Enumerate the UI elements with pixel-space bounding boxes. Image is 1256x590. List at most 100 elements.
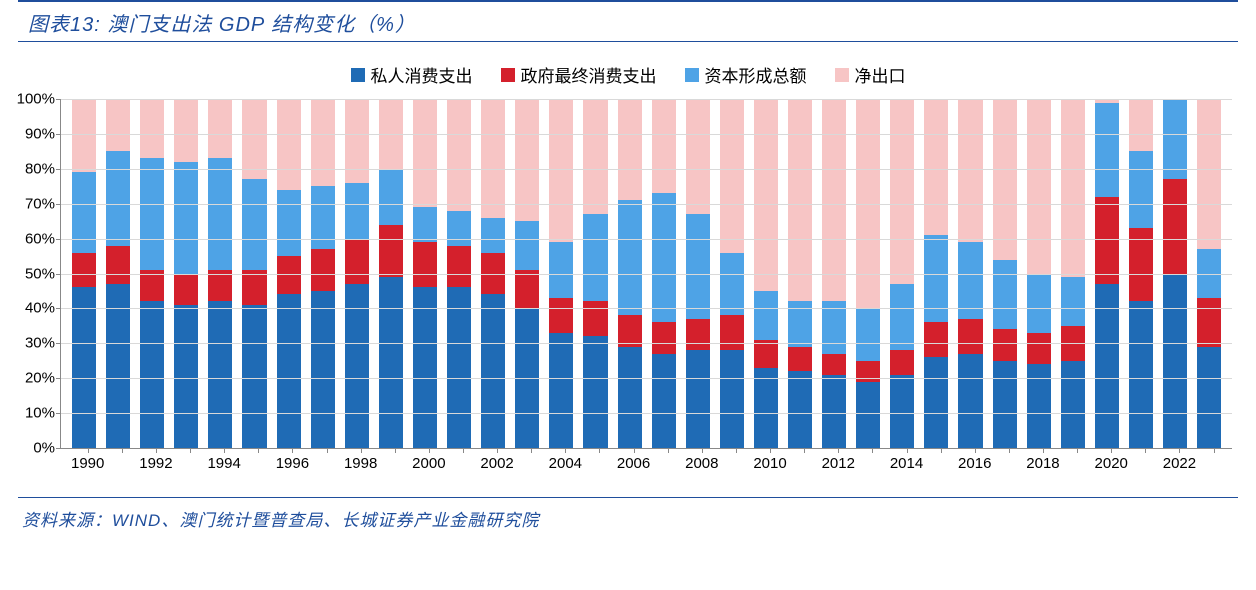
bar-segment-cap <box>208 158 232 270</box>
bar-segment-cap <box>958 242 982 319</box>
y-axis-label: 10% <box>25 405 61 422</box>
x-tick <box>292 448 293 453</box>
x-axis-label: 2016 <box>958 449 991 479</box>
source-bar: 资料来源：WIND、澳门统计暨普查局、长城证券产业金融研究院 <box>18 497 1238 531</box>
bar-segment-gov <box>174 274 198 305</box>
x-tick <box>907 448 908 453</box>
bar-segment-priv <box>686 350 710 448</box>
x-axis-label-text: 2012 <box>822 455 855 472</box>
bar-segment-priv <box>413 287 437 448</box>
bar-segment-gov <box>958 319 982 354</box>
bar-segment-cap <box>890 284 914 350</box>
x-axis-label: 1992 <box>139 449 172 479</box>
bar-segment-cap <box>277 190 301 256</box>
bar-segment-priv <box>242 305 266 448</box>
y-axis-label: 60% <box>25 230 61 247</box>
bar-segment-netx <box>277 99 301 190</box>
x-tick <box>1214 448 1215 453</box>
x-axis-label <box>660 449 675 479</box>
bar-segment-gov <box>311 249 335 291</box>
x-axis-label-text: 1992 <box>139 455 172 472</box>
bar-segment-netx <box>618 99 642 200</box>
bar-segment-gov <box>447 246 471 288</box>
x-axis-label <box>456 449 471 479</box>
x-axis-label-text: 2010 <box>753 455 786 472</box>
bar-segment-cap <box>583 214 607 301</box>
plot-outer: 0%10%20%30%40%50%60%70%80%90%100% 199019… <box>60 99 1232 479</box>
legend-label-cap: 资本形成总额 <box>705 62 807 87</box>
bar-segment-priv <box>1027 364 1051 448</box>
bar-segment-netx <box>311 99 335 186</box>
gridline <box>61 343 1232 344</box>
bar-segment-netx <box>1027 99 1051 274</box>
y-axis-label: 30% <box>25 335 61 352</box>
x-tick <box>190 448 191 453</box>
x-tick <box>599 448 600 453</box>
bar-segment-gov <box>140 270 164 301</box>
bar-segment-netx <box>345 99 369 183</box>
bar-segment-netx <box>788 99 812 301</box>
x-axis-label <box>524 449 539 479</box>
bar-segment-netx <box>174 99 198 162</box>
x-axis-label-text: 2008 <box>685 455 718 472</box>
y-axis-label: 70% <box>25 195 61 212</box>
legend-item-cap: 资本形成总额 <box>685 62 807 87</box>
x-tick <box>463 448 464 453</box>
bar-segment-cap <box>1129 151 1153 228</box>
bar-segment-priv <box>447 287 471 448</box>
x-axis-label: 2002 <box>480 449 513 479</box>
bar-segment-cap <box>1061 277 1085 326</box>
legend-item-priv: 私人消费支出 <box>351 62 473 87</box>
x-axis-label <box>797 449 812 479</box>
bar-segment-gov <box>379 225 403 277</box>
bar-segment-cap <box>447 211 471 246</box>
bar-segment-gov <box>720 315 744 350</box>
x-tick <box>395 448 396 453</box>
x-axis-label-text: 1996 <box>276 455 309 472</box>
bar-segment-netx <box>481 99 505 218</box>
bar-segment-priv <box>311 291 335 448</box>
bar-segment-cap <box>856 308 880 360</box>
bar-segment-netx <box>106 99 130 151</box>
x-tick <box>88 448 89 453</box>
x-axis-label-text: 2022 <box>1163 455 1196 472</box>
bar-segment-cap <box>515 221 539 270</box>
bar-segment-priv <box>1061 361 1085 448</box>
bar-segment-netx <box>754 99 778 291</box>
x-axis-label-text: 2014 <box>890 455 923 472</box>
bar-segment-netx <box>686 99 710 214</box>
bar-segment-netx <box>583 99 607 214</box>
x-axis-label <box>114 449 129 479</box>
x-axis-label: 1990 <box>71 449 104 479</box>
bar-segment-cap <box>652 193 676 322</box>
x-tick <box>122 448 123 453</box>
x-tick <box>1009 448 1010 453</box>
bar-segment-netx <box>822 99 846 301</box>
x-axis-label: 1998 <box>344 449 377 479</box>
x-tick <box>1111 448 1112 453</box>
bar-segment-cap <box>140 158 164 270</box>
gridline <box>61 239 1232 240</box>
bar-segment-priv <box>652 354 676 448</box>
x-tick <box>668 448 669 453</box>
x-axis-label <box>1138 449 1153 479</box>
x-tick <box>565 448 566 453</box>
gridline <box>61 413 1232 414</box>
bar-segment-gov <box>208 270 232 301</box>
bar-segment-netx <box>958 99 982 242</box>
bar-segment-cap <box>413 207 437 242</box>
bar-segment-cap <box>720 253 744 316</box>
bar-segment-priv <box>481 294 505 448</box>
legend-swatch-cap <box>685 68 699 82</box>
gridline <box>61 169 1232 170</box>
bar-segment-priv <box>549 333 573 448</box>
bar-segment-netx <box>140 99 164 158</box>
x-tick <box>429 448 430 453</box>
gridline <box>61 378 1232 379</box>
x-axis-label-text: 1990 <box>71 455 104 472</box>
legend-swatch-gov <box>501 68 515 82</box>
bar-segment-gov <box>345 239 369 284</box>
bar-segment-cap <box>345 183 369 239</box>
bar-segment-netx <box>924 99 948 235</box>
x-tick <box>156 448 157 453</box>
